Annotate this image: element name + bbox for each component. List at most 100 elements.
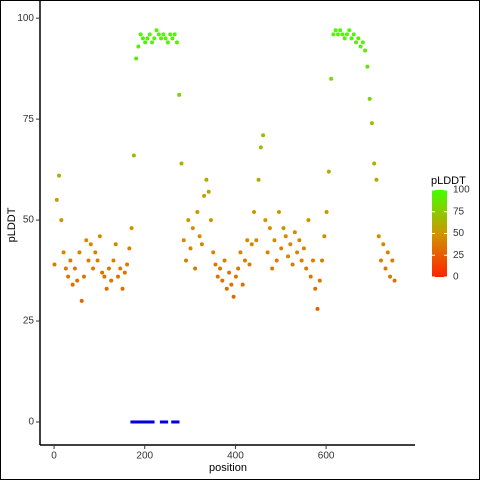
point [120, 286, 125, 291]
point [170, 36, 175, 41]
point [150, 40, 155, 45]
point [286, 254, 291, 259]
point [369, 121, 374, 126]
point [208, 218, 213, 223]
point [79, 298, 84, 303]
point [276, 210, 281, 215]
point [392, 278, 397, 283]
point [258, 145, 263, 150]
point [84, 238, 89, 243]
y-axis-title: pLDDT [6, 207, 18, 242]
point [315, 306, 320, 311]
point [354, 40, 359, 45]
point [139, 420, 146, 424]
point [372, 161, 377, 166]
point [145, 36, 150, 41]
point [168, 32, 173, 37]
point [390, 258, 395, 263]
point [320, 258, 325, 263]
point [188, 246, 193, 251]
point [340, 32, 345, 37]
point [131, 153, 136, 158]
point [147, 32, 152, 37]
point [304, 266, 309, 271]
colorbar-tick-label: 75 [453, 206, 465, 217]
point [242, 258, 247, 263]
point [313, 286, 318, 291]
point [88, 242, 93, 247]
x-axis-title: position [209, 462, 247, 474]
y-tick-label: 25 [23, 316, 35, 327]
point [351, 32, 356, 37]
point [281, 226, 286, 231]
point [75, 278, 80, 283]
point [161, 32, 166, 37]
colorbar-tick-label: 25 [453, 250, 465, 261]
x-tick-label: 600 [318, 451, 335, 462]
point [324, 210, 329, 215]
point [267, 226, 272, 231]
point [204, 177, 209, 182]
point [195, 210, 200, 215]
point [310, 258, 315, 263]
point [134, 56, 139, 61]
point [177, 92, 182, 97]
point [261, 133, 266, 138]
y-tick-label: 75 [23, 114, 35, 125]
point [360, 40, 365, 45]
colorbar [432, 190, 447, 277]
y-tick-label: 0 [28, 417, 34, 428]
point [215, 274, 220, 279]
point [172, 32, 177, 37]
point [290, 262, 295, 267]
point [159, 36, 164, 41]
point [376, 234, 381, 239]
point [213, 262, 218, 267]
point [301, 246, 306, 251]
point [113, 242, 118, 247]
point [206, 189, 211, 194]
point [111, 258, 116, 263]
point [179, 161, 184, 166]
colorbar-tick-label: 0 [453, 272, 459, 283]
point [349, 36, 354, 41]
point [224, 286, 229, 291]
point [249, 242, 254, 247]
point [274, 258, 279, 263]
point [102, 274, 107, 279]
point [54, 197, 59, 202]
point [154, 28, 159, 33]
point [129, 226, 134, 231]
point [162, 420, 169, 424]
point [335, 32, 340, 37]
point [283, 234, 288, 239]
point [70, 282, 75, 287]
point [211, 250, 216, 255]
point [109, 278, 114, 283]
point [247, 262, 252, 267]
point [184, 258, 189, 263]
point [295, 250, 300, 255]
point [292, 230, 297, 235]
point [238, 250, 243, 255]
point [190, 226, 195, 231]
point [388, 274, 393, 279]
point [59, 218, 64, 223]
point [218, 266, 223, 271]
point [106, 266, 111, 271]
y-tick-label: 50 [23, 215, 35, 226]
point [81, 274, 86, 279]
x-tick-label: 200 [136, 451, 153, 462]
colorbar-tick-label: 50 [453, 228, 465, 239]
point [344, 32, 349, 37]
point [100, 270, 105, 275]
point [358, 44, 363, 49]
point [233, 274, 238, 279]
legend-title: pLDDT [431, 175, 466, 187]
point [91, 266, 96, 271]
point [288, 242, 293, 247]
point [317, 278, 322, 283]
point [252, 210, 257, 215]
point [140, 36, 145, 41]
